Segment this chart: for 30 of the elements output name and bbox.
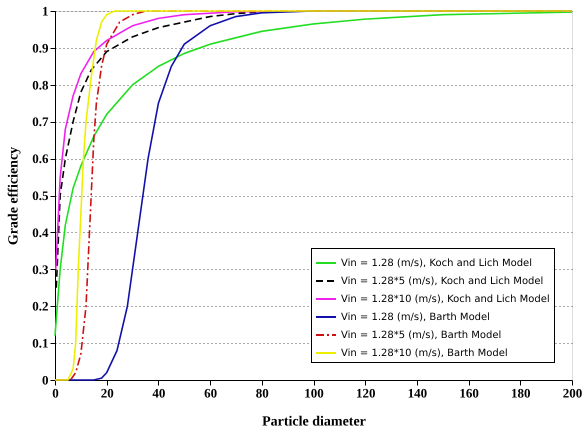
x-tick-label: 180 (511, 386, 531, 400)
x-tick-label: 80 (256, 386, 269, 400)
x-tick-label: 200 (562, 386, 582, 400)
y-tick-label: 0.8 (32, 77, 49, 92)
x-tick-label: 100 (304, 386, 324, 400)
y-axis-title: Grade efficiency (6, 146, 22, 246)
y-tick-label: 0.2 (32, 298, 48, 314)
x-tick-label: 140 (408, 386, 428, 400)
y-tick-label: 0.6 (32, 151, 49, 166)
legend-label: Vin = 1.28*10 (m/s), Koch and Lich Model (341, 294, 550, 305)
legend-label: Vin = 1.28 (m/s), Barth Model (341, 312, 490, 323)
legend-label: Vin = 1.28*5 (m/s), Koch and Lich Model (341, 276, 544, 287)
y-tick-label: 0.4 (32, 224, 49, 240)
legend-label: Vin = 1.28 (m/s), Koch and Lich Model (341, 258, 532, 269)
x-tick-label: 0 (52, 386, 59, 400)
x-axis-title: Particle diameter (262, 414, 366, 430)
y-tick-label: 0.1 (32, 336, 48, 351)
y-tick-label: 1 (42, 4, 48, 18)
y-tick-label: 0.3 (32, 262, 49, 277)
y-tick-label: 0 (42, 372, 48, 388)
legend-label: Vin = 1.28*5 (m/s), Barth Model (341, 330, 502, 341)
y-tick-label: 0.5 (32, 188, 49, 203)
x-tick-label: 160 (459, 386, 479, 400)
x-tick-label: 20 (100, 386, 114, 400)
y-tick-label: 0.9 (32, 40, 49, 56)
x-tick-label: 40 (152, 386, 166, 400)
x-tick-label: 120 (356, 386, 376, 400)
legend-label: Vin = 1.28*10 (m/s), Barth Model (341, 348, 508, 359)
x-tick-label: 60 (204, 386, 218, 400)
y-tick-label: 0.7 (32, 114, 49, 130)
